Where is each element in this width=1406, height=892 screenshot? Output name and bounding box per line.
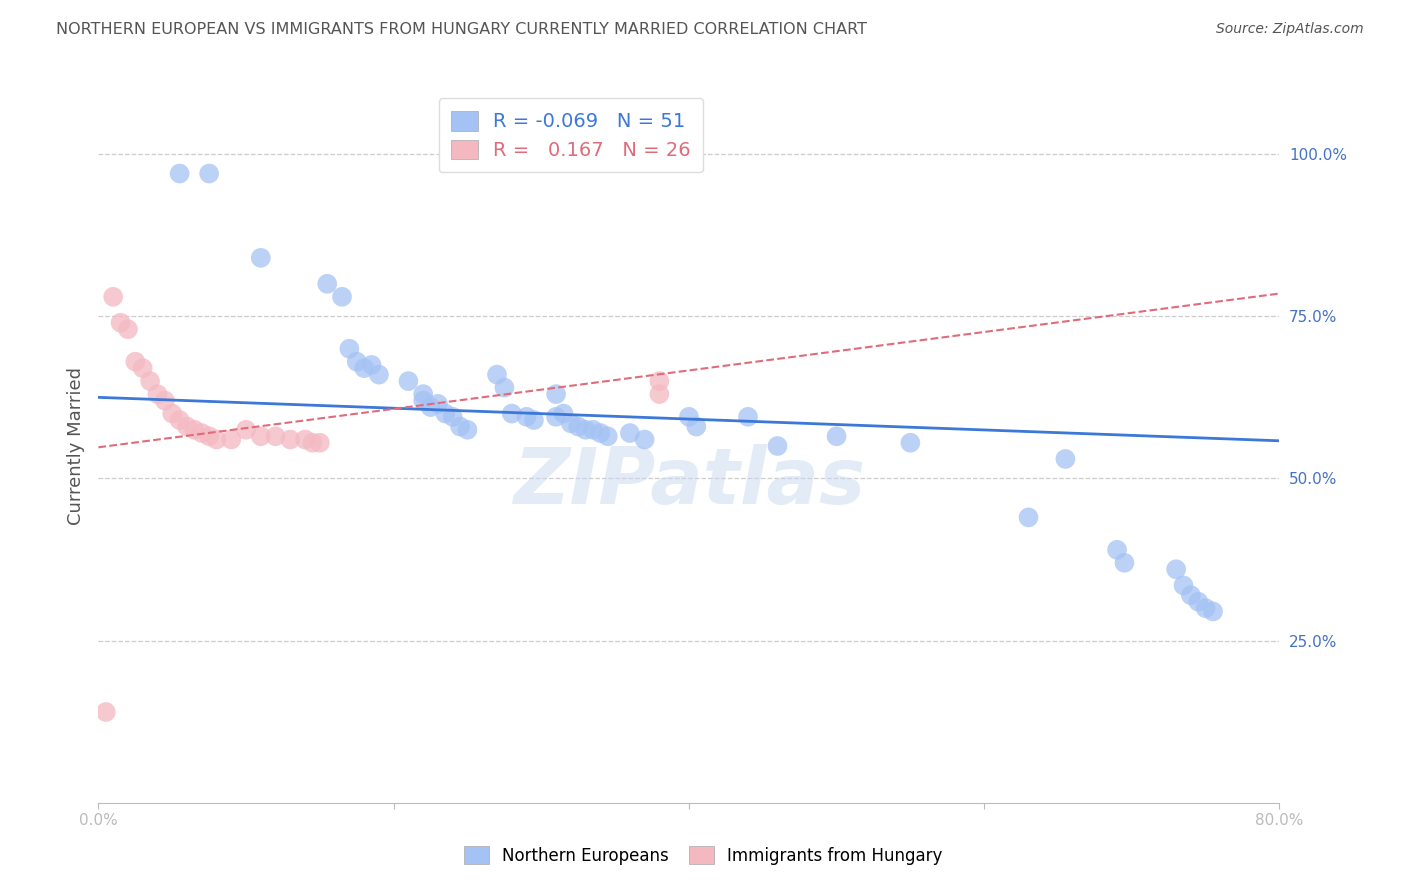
Point bbox=[301, 435, 323, 450]
Point bbox=[619, 425, 641, 440]
Point bbox=[434, 407, 457, 421]
Point bbox=[567, 419, 589, 434]
Point bbox=[501, 407, 523, 421]
Point bbox=[353, 361, 375, 376]
Point bbox=[582, 423, 605, 437]
Point bbox=[309, 435, 332, 450]
Legend: Northern Europeans, Immigrants from Hungary: Northern Europeans, Immigrants from Hung… bbox=[454, 836, 952, 875]
Point bbox=[360, 358, 382, 372]
Point bbox=[250, 429, 273, 443]
Point bbox=[900, 435, 922, 450]
Point bbox=[1173, 578, 1195, 592]
Y-axis label: Currently Married: Currently Married bbox=[66, 367, 84, 525]
Text: NORTHERN EUROPEAN VS IMMIGRANTS FROM HUNGARY CURRENTLY MARRIED CORRELATION CHART: NORTHERN EUROPEAN VS IMMIGRANTS FROM HUN… bbox=[56, 22, 868, 37]
Point bbox=[396, 374, 419, 388]
Point bbox=[648, 374, 671, 388]
Point bbox=[146, 387, 169, 401]
Point bbox=[205, 433, 228, 447]
Point bbox=[544, 387, 567, 401]
Point bbox=[110, 316, 132, 330]
Point bbox=[139, 374, 162, 388]
Point bbox=[162, 407, 183, 421]
Point bbox=[264, 429, 287, 443]
Point bbox=[449, 419, 471, 434]
Point bbox=[486, 368, 509, 382]
Point bbox=[494, 381, 516, 395]
Point bbox=[198, 167, 221, 181]
Point bbox=[1017, 510, 1039, 524]
Point bbox=[412, 393, 434, 408]
Point bbox=[132, 361, 155, 376]
Point bbox=[368, 368, 391, 382]
Point bbox=[346, 354, 368, 368]
Point bbox=[219, 433, 242, 447]
Point bbox=[648, 387, 671, 401]
Point bbox=[596, 429, 619, 443]
Point bbox=[337, 342, 360, 356]
Point bbox=[1202, 604, 1225, 618]
Point bbox=[169, 413, 191, 427]
Legend: R = -0.069   N = 51, R =   0.167   N = 26: R = -0.069 N = 51, R = 0.167 N = 26 bbox=[439, 98, 703, 172]
Point bbox=[560, 417, 582, 431]
Text: ZIPatlas: ZIPatlas bbox=[513, 443, 865, 520]
Point bbox=[198, 429, 221, 443]
Point bbox=[330, 290, 353, 304]
Point bbox=[235, 423, 257, 437]
Point bbox=[678, 409, 700, 424]
Point bbox=[191, 425, 214, 440]
Point bbox=[294, 433, 316, 447]
Point bbox=[1054, 452, 1077, 467]
Point bbox=[169, 167, 191, 181]
Point bbox=[633, 433, 655, 447]
Point bbox=[515, 409, 537, 424]
Point bbox=[685, 419, 707, 434]
Point bbox=[103, 290, 125, 304]
Point bbox=[419, 400, 441, 414]
Point bbox=[1195, 601, 1218, 615]
Point bbox=[124, 354, 146, 368]
Point bbox=[441, 409, 464, 424]
Point bbox=[1164, 562, 1187, 576]
Point bbox=[427, 397, 450, 411]
Point bbox=[183, 423, 205, 437]
Point bbox=[94, 705, 117, 719]
Point bbox=[153, 393, 176, 408]
Point bbox=[553, 407, 575, 421]
Point bbox=[1180, 588, 1202, 602]
Point bbox=[412, 387, 434, 401]
Point bbox=[316, 277, 339, 291]
Point bbox=[544, 409, 567, 424]
Point bbox=[574, 423, 596, 437]
Point bbox=[737, 409, 759, 424]
Point bbox=[589, 425, 612, 440]
Point bbox=[766, 439, 789, 453]
Point bbox=[278, 433, 302, 447]
Point bbox=[1105, 542, 1128, 557]
Point bbox=[456, 423, 478, 437]
Text: Source: ZipAtlas.com: Source: ZipAtlas.com bbox=[1216, 22, 1364, 37]
Point bbox=[176, 419, 198, 434]
Point bbox=[1187, 595, 1209, 609]
Point bbox=[523, 413, 546, 427]
Point bbox=[117, 322, 139, 336]
Point bbox=[250, 251, 273, 265]
Point bbox=[825, 429, 848, 443]
Point bbox=[1114, 556, 1136, 570]
